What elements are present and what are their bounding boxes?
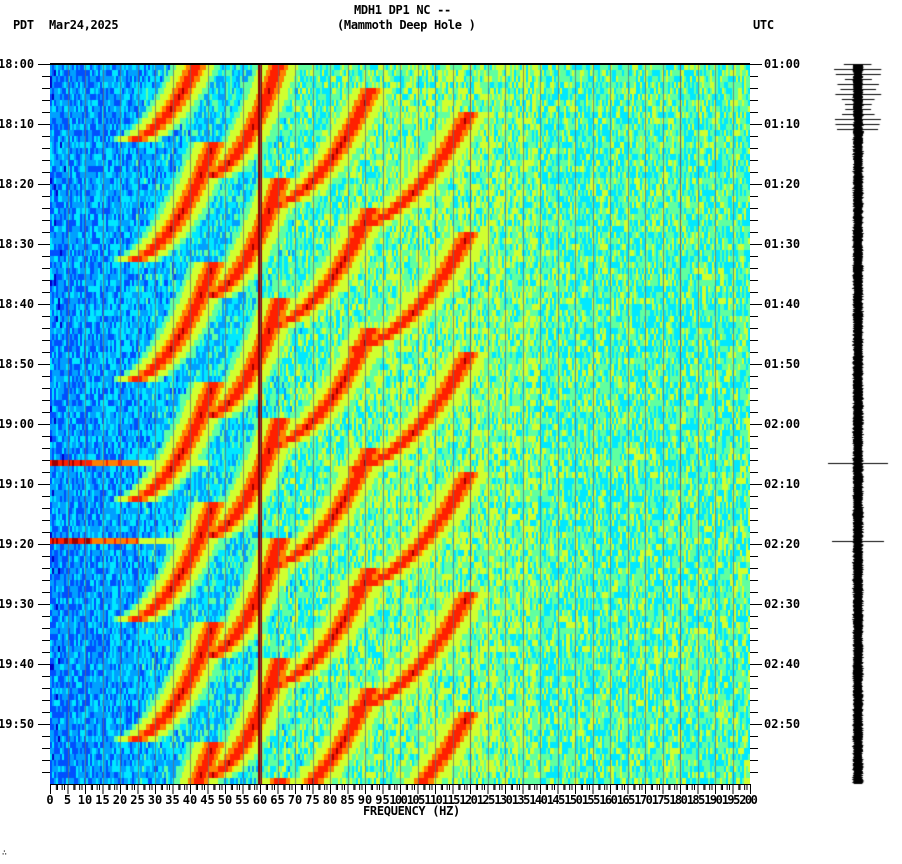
x-tick: 60	[252, 793, 268, 807]
x-tick: 125	[476, 793, 496, 807]
y-tick-left: 19:10	[0, 477, 35, 491]
y-tick-right: 01:30	[764, 237, 801, 251]
x-tick: 40	[182, 793, 198, 807]
date-label: Mar24,2025	[49, 18, 119, 32]
y-tick-left: 19:50	[0, 717, 35, 731]
x-tick: 160	[599, 793, 618, 807]
x-tick: 45	[200, 793, 215, 807]
x-tick: 20	[112, 793, 128, 807]
y-tick-right: 01:20	[764, 177, 801, 191]
y-tick-right: 02:00	[764, 417, 801, 431]
y-tick-right: 02:50	[764, 717, 801, 731]
y-tick-right: 01:00	[764, 57, 801, 71]
station-title: MDH1 DP1 NC --	[354, 3, 451, 17]
y-tick-right: 02:40	[764, 657, 801, 671]
x-axis-label: FREQUENCY (HZ)	[363, 804, 460, 818]
y-tick-left: 18:10	[0, 117, 35, 131]
x-tick: 195	[721, 793, 741, 807]
left-timezone-label: PDT	[13, 18, 34, 32]
x-tick: 150	[564, 793, 583, 807]
x-tick: 55	[235, 793, 250, 807]
x-tick: 95	[375, 793, 390, 807]
y-tick-left: 18:00	[0, 57, 35, 71]
y-tick-left: 19:20	[0, 537, 35, 551]
x-tick: 90	[357, 793, 373, 807]
right-timezone-label: UTC	[753, 18, 774, 32]
y-tick-left: 18:40	[0, 297, 35, 311]
x-tick: 175	[651, 793, 671, 807]
y-tick-left: 18:30	[0, 237, 35, 251]
x-tick: 0	[46, 793, 54, 807]
x-tick: 155	[581, 793, 601, 807]
y-tick-left: 19:00	[0, 417, 35, 431]
x-tick: 30	[147, 793, 163, 807]
seismogram-trace	[820, 60, 900, 790]
x-tick: 135	[511, 793, 531, 807]
y-tick-right: 01:50	[764, 357, 801, 371]
y-tick-left: 19:40	[0, 657, 35, 671]
x-tick: 115	[441, 793, 461, 807]
y-tick-right: 02:20	[764, 537, 801, 551]
x-tick: 35	[165, 793, 180, 807]
x-tick: 85	[340, 793, 355, 807]
x-tick: 65	[270, 793, 285, 807]
y-tick-left: 19:30	[0, 597, 35, 611]
x-tick: 10	[77, 793, 93, 807]
y-tick-left: 18:20	[0, 177, 35, 191]
x-tick: 200	[739, 793, 758, 807]
x-tick: 180	[669, 793, 688, 807]
x-tick: 100	[389, 793, 408, 807]
x-tick: 170	[634, 793, 653, 807]
y-tick-right: 01:10	[764, 117, 801, 131]
y-tick-right: 02:10	[764, 477, 801, 491]
x-tick: 140	[529, 793, 548, 807]
x-tick: 80	[322, 793, 338, 807]
x-tick: 75	[305, 793, 320, 807]
y-tick-right: 01:40	[764, 297, 801, 311]
x-tick: 105	[406, 793, 426, 807]
x-tick: 110	[424, 793, 443, 807]
spectrogram-plot	[50, 64, 750, 784]
x-tick: 50	[217, 793, 233, 807]
x-tick: 165	[616, 793, 636, 807]
x-tick: 185	[686, 793, 706, 807]
y-tick-left: 18:50	[0, 357, 35, 371]
x-tick: 120	[459, 793, 478, 807]
x-tick: 5	[63, 793, 72, 807]
x-tick: 145	[546, 793, 566, 807]
x-tick: 25	[130, 793, 145, 807]
x-tick: 15	[95, 793, 110, 807]
station-name: (Mammoth Deep Hole )	[337, 18, 476, 32]
footer-mark: ∴	[2, 848, 7, 857]
x-tick: 70	[287, 793, 303, 807]
x-tick: 190	[704, 793, 723, 807]
y-tick-right: 02:30	[764, 597, 801, 611]
x-tick: 130	[494, 793, 513, 807]
